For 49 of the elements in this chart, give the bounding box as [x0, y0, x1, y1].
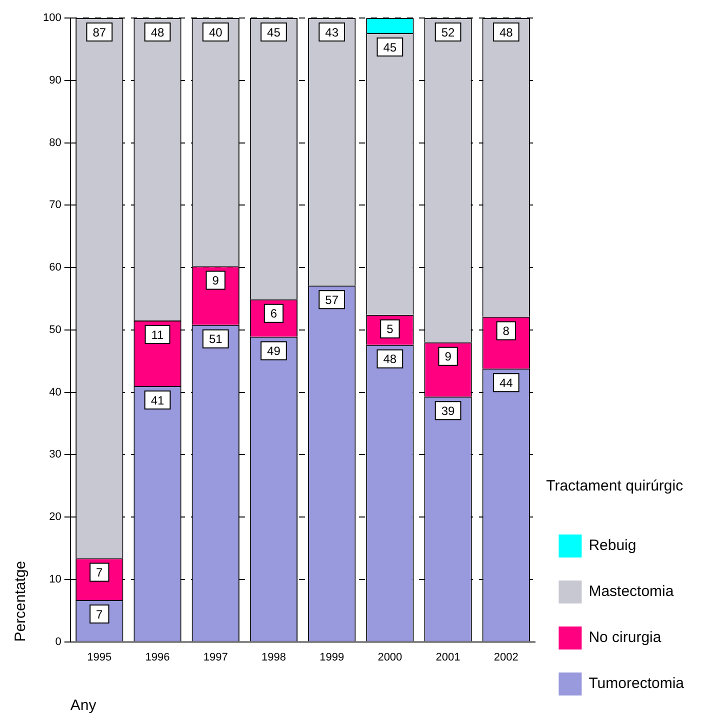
- data-label: 7: [96, 566, 104, 580]
- data-label: 48: [499, 25, 514, 40]
- data-label: 52: [441, 25, 456, 40]
- y-tick-label: 60: [49, 262, 62, 274]
- x-tick-label: 1999: [320, 651, 344, 664]
- data-label: 9: [212, 274, 220, 288]
- y-tick-label: 0: [55, 636, 62, 648]
- y-tick-label: 100: [42, 12, 62, 24]
- legend-label: Mastectomia: [588, 583, 674, 600]
- data-label: 45: [267, 25, 281, 40]
- data-label: 51: [208, 332, 223, 346]
- y-axis-title: Percentatge: [12, 560, 30, 642]
- data-label: 44: [499, 376, 514, 390]
- legend-label: Tumorectomia: [588, 675, 685, 692]
- data-label: 48: [383, 352, 397, 366]
- data-label: 87: [92, 25, 106, 40]
- y-tick-label: 90: [49, 74, 62, 86]
- x-tick-label: 2002: [494, 651, 518, 664]
- x-axis-title: Any: [70, 697, 97, 714]
- data-label: 6: [270, 306, 278, 321]
- y-tick-label: 80: [49, 136, 62, 149]
- y-tick-label: 10: [49, 573, 62, 586]
- y-tick-label: 30: [49, 448, 62, 461]
- x-tick-label: 2001: [436, 651, 460, 664]
- data-label: 41: [150, 393, 165, 408]
- data-label: 57: [325, 292, 339, 307]
- legend-label: No cirurgia: [588, 629, 662, 646]
- data-label: 48: [150, 25, 165, 40]
- data-label: 40: [208, 25, 223, 40]
- y-tick-label: 20: [49, 511, 62, 524]
- x-tick-label: 2000: [378, 651, 402, 664]
- legend-label: Rebuig: [588, 537, 636, 554]
- x-tick-label: 1996: [145, 651, 170, 664]
- data-label: 39: [441, 404, 456, 418]
- y-tick-label: 40: [49, 386, 62, 398]
- data-label: 49: [267, 344, 281, 358]
- data-label: 7: [96, 607, 104, 622]
- y-tick-label: 70: [49, 199, 62, 212]
- data-label: 45: [383, 40, 397, 54]
- x-tick-label: 1997: [203, 651, 228, 664]
- x-tick-label: 1995: [87, 651, 112, 664]
- data-label: 8: [502, 324, 510, 338]
- data-label: 43: [325, 25, 339, 40]
- data-label: 5: [386, 322, 394, 336]
- x-tick-label: 1998: [261, 651, 286, 664]
- data-label: 11: [151, 328, 164, 342]
- legend-title: Tractament quirúrgic: [546, 478, 684, 495]
- y-tick-label: 50: [49, 324, 62, 336]
- data-label: 9: [444, 350, 452, 364]
